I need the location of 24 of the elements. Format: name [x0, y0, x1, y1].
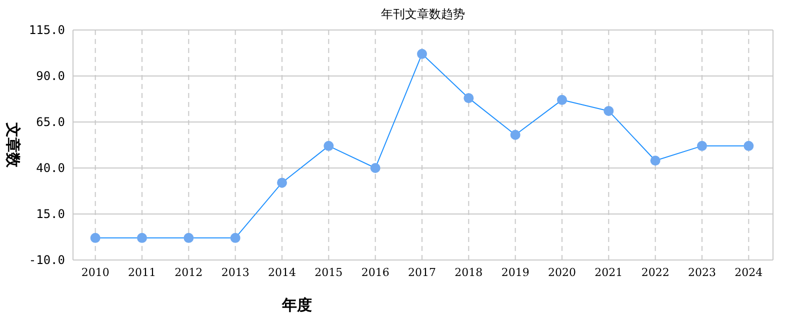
x-tick-label: 2018 [454, 266, 483, 279]
y-tick-label: 40.0 [36, 161, 65, 175]
x-tick-label: 2013 [221, 266, 250, 279]
x-tick-label: 2015 [314, 266, 343, 279]
y-tick-label: 65.0 [36, 115, 65, 129]
y-tick-label: 15.0 [36, 207, 65, 221]
x-tick-label: 2016 [361, 266, 390, 279]
x-axis-title: 年度 [281, 296, 312, 314]
y-tick-label: 90.0 [36, 69, 65, 83]
x-tick-label: 2021 [594, 266, 623, 279]
chart-title: 年刊文章数趋势 [381, 7, 465, 21]
y-axis-title: 文章数 [4, 122, 22, 168]
x-tick-label: 2020 [548, 266, 576, 279]
x-tick-label: 2010 [81, 266, 110, 279]
x-tick-label: 2011 [128, 266, 156, 279]
x-tick-label: 2014 [268, 266, 296, 279]
y-tick-label: -10.0 [28, 253, 65, 267]
x-tick-label: 2024 [734, 266, 763, 279]
y-tick-label: 115.0 [28, 23, 65, 37]
x-tick-label: 2019 [501, 266, 530, 279]
x-tick-label: 2022 [641, 266, 670, 279]
x-tick-label: 2012 [174, 266, 203, 279]
x-tick-label: 2017 [408, 266, 436, 279]
x-tick-label: 2023 [688, 266, 716, 279]
